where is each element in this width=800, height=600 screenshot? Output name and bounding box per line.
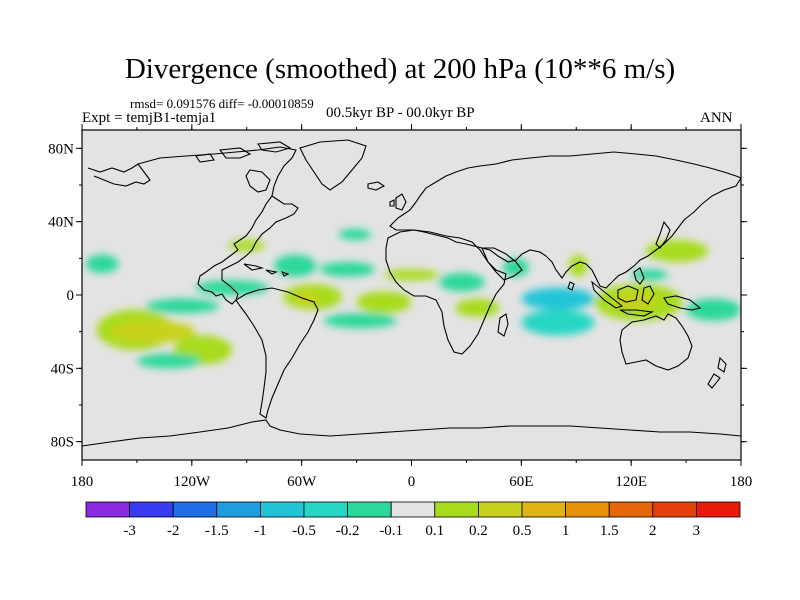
colorbar-label-4: -0.5 <box>292 523 316 539</box>
colorbar-label-1: -2 <box>167 523 180 539</box>
colorbar-label-12: 2 <box>649 523 657 539</box>
colorbar-label-10: 1 <box>562 523 570 539</box>
anomaly-region-8 <box>228 240 266 251</box>
colorbar-swatch-5 <box>303 501 348 518</box>
coastline-eurasia <box>389 151 741 289</box>
anomaly-region-15 <box>384 269 439 281</box>
anomaly-region-11 <box>319 262 375 277</box>
coastline-sri-lanka <box>567 281 575 291</box>
x-tick-label-1: 120W <box>173 474 211 490</box>
colorbar-swatch-2 <box>172 501 218 518</box>
x-tick-label-4: 60E <box>509 474 533 490</box>
colorbar-label-2: -1.5 <box>205 523 229 539</box>
x-tick-label-5: 120E <box>615 474 647 490</box>
coastline-alaska <box>87 163 151 187</box>
coastline-caribbean <box>243 263 290 277</box>
coastline-british-isles <box>389 193 407 211</box>
colorbar-label-7: 0.1 <box>425 523 444 539</box>
colorbar-label-13: 3 <box>693 523 701 539</box>
anomaly-region-25 <box>631 269 668 281</box>
coastline-japan <box>655 220 671 249</box>
coastline-africa <box>385 229 507 355</box>
y-tick-label-4: 80S <box>51 435 74 451</box>
colorbar-swatch-13 <box>652 501 697 518</box>
rmsd-diff-stats: rmsd= 0.091576 diff= -0.00010859 <box>130 96 314 111</box>
colorbar-label-6: -0.1 <box>379 523 403 539</box>
coastline-greenland <box>299 139 367 191</box>
coastlines <box>82 139 741 447</box>
season-label: ANN <box>700 110 733 126</box>
colorbar-swatch-8 <box>434 501 479 518</box>
chart-title: Divergence (smoothed) at 200 hPa (10**6 … <box>124 53 676 85</box>
y-tick-label-2: 0 <box>67 288 75 304</box>
colorbar-swatch-10 <box>521 501 566 518</box>
colorbar-swatch-14 <box>696 501 741 518</box>
colorbar: -3 -2 -1.5 -1 -0.5 -0.2 -0.1 0.1 0.2 0.5 1 1.5 2 3 <box>85 501 741 539</box>
anomaly-region-17 <box>455 298 500 318</box>
anomaly-region-5 <box>85 254 119 273</box>
coastline-australia <box>619 313 693 371</box>
coastline-hudson-bay <box>245 169 271 193</box>
coastline-maritime-continent <box>591 267 702 317</box>
colorbar-swatch-0 <box>85 501 130 518</box>
anomaly-region-3 <box>136 353 201 369</box>
anomaly-region-13 <box>356 291 412 314</box>
coastline-arctic-islands <box>195 141 292 163</box>
colorbar-swatch-4 <box>259 501 305 518</box>
x-tick-label-2: 60W <box>287 474 317 490</box>
anomaly-region-26 <box>686 298 741 321</box>
colorbar-swatch-9 <box>477 501 523 518</box>
anomaly-region-16 <box>438 273 485 292</box>
coastline-iceland <box>367 181 386 191</box>
anomaly-region-21 <box>568 254 588 277</box>
coastline-new-zealand <box>707 356 727 389</box>
colorbar-label-3: -1 <box>254 523 267 539</box>
colorbar-swatch-6 <box>347 501 392 518</box>
anomaly-region-20 <box>503 258 529 277</box>
coastline-north-america <box>137 146 299 305</box>
colorbar-swatch-3 <box>216 501 261 518</box>
anomaly-region-2 <box>109 320 196 343</box>
anomaly-region-10 <box>294 291 320 306</box>
coastline-south-america <box>235 287 319 419</box>
x-tick-label-6: 180 <box>730 474 753 490</box>
anomaly-region-4 <box>146 298 220 314</box>
axes: 180 120W 60W 0 60E 120E 180 80N 40N 0 40S 80S <box>48 124 752 490</box>
colorbar-label-5: -0.2 <box>336 523 360 539</box>
anomaly-region-7 <box>274 254 317 277</box>
y-tick-label-3: 40S <box>51 361 74 377</box>
colorbar-swatch-7 <box>390 501 436 518</box>
colorbar-label-0: -3 <box>123 523 136 539</box>
y-tick-label-0: 80N <box>48 141 74 157</box>
coastline-antarctica <box>82 419 741 447</box>
period-label: 00.5kyr BP - 00.0kyr BP <box>326 105 475 121</box>
coastline-madagascar <box>497 313 509 337</box>
x-tick-label-3: 0 <box>408 474 416 490</box>
anomaly-region-12 <box>338 229 372 240</box>
anomaly-region-19 <box>521 309 595 336</box>
coastline-arabia <box>481 247 523 281</box>
anomaly-region-14 <box>323 313 397 328</box>
y-tick-label-1: 40N <box>48 215 74 231</box>
experiment-label: Expt = temjB1-temja1 <box>82 110 217 126</box>
colorbar-swatch-1 <box>129 501 174 518</box>
colorbar-label-9: 0.5 <box>513 523 532 539</box>
colorbar-swatch-11 <box>565 501 610 518</box>
colorbar-swatch-12 <box>608 501 654 518</box>
x-tick-label-0: 180 <box>71 474 94 490</box>
colorbar-label-8: 0.2 <box>469 523 488 539</box>
colorbar-label-11: 1.5 <box>600 523 619 539</box>
anomaly-region-18 <box>521 287 595 310</box>
